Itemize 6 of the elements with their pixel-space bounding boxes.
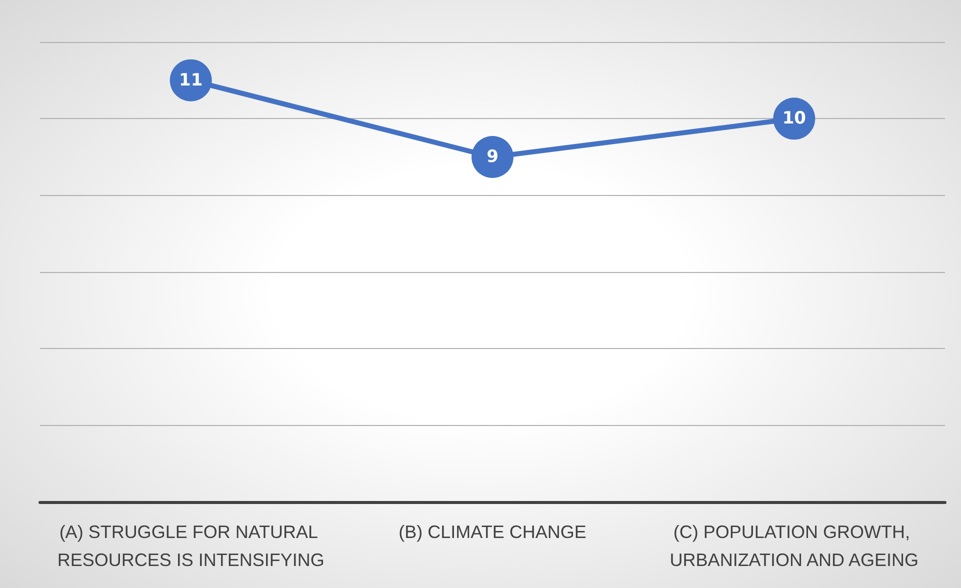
x-tick-label: (B) CLIMATE CHANGE	[398, 522, 586, 542]
x-tick-label: (A) STRUGGLE FOR NATURAL RESOURCES IS INTENSIFYING	[57, 522, 324, 570]
data-label: 9	[486, 147, 498, 167]
x-tick-label: (C) POPULATION GROWTH, URBANIZATION AND AGEING	[670, 522, 919, 570]
data-label: 11	[178, 70, 203, 90]
data-label: 10	[782, 108, 806, 129]
